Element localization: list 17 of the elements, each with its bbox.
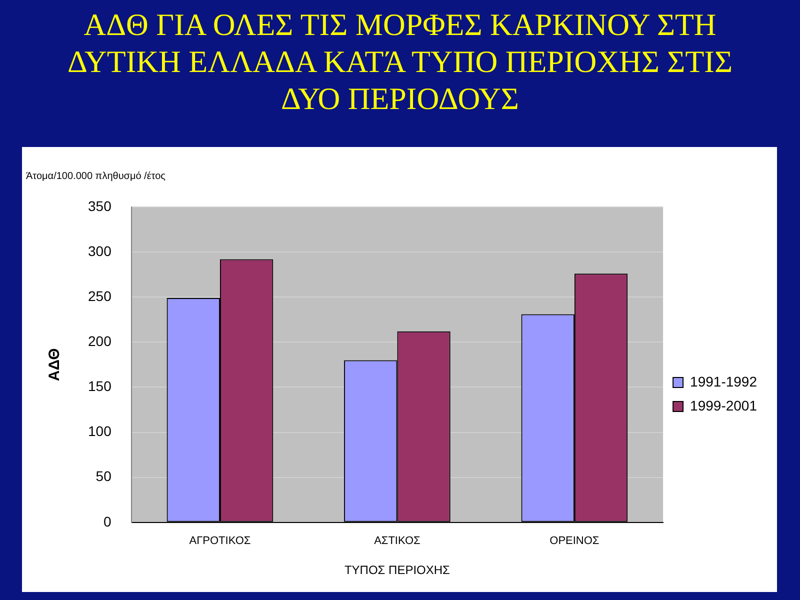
y-tick-label: 50 — [96, 468, 112, 484]
legend-label: 1991-1992 — [690, 373, 758, 390]
y-tick-label: 300 — [88, 242, 112, 259]
y-tick-label: 150 — [88, 378, 112, 394]
legend-label: 1999-2001 — [690, 397, 758, 414]
y-tick-label: 350 — [88, 198, 112, 214]
chart-title: ΑΔΘ ΓΙΑ ΟΛΕΣ ΤΙΣ ΜΟΡΦΕΣ ΚΑΡΚΙΝΟΥ ΣΤΗ ΔΥΤΙΚΗ ΕΛΛΑΔΑ ΚΑΤΆ ΤΥΠΟ ΠΕΡΙΟΧΗΣ ΣΤΙΣ ΔΥΟ ΠΕΡΙΟΔΟΥΣ — [66, 6, 734, 117]
y-tick-label: 100 — [88, 423, 112, 440]
y-tick-label: 0 — [104, 513, 112, 530]
y-tick-label: 250 — [88, 288, 112, 304]
x-tick-label: ΑΓΡΟΤΙΚΟΣ — [189, 535, 251, 548]
text: Άτομα/100.000 πληθυσμό /έτος — [26, 170, 166, 182]
y-axis-title: ΑΔΘ — [46, 348, 64, 382]
x-tick-label: ΑΣΤΙΚΟΣ — [374, 535, 421, 548]
y-tick-label: 200 — [88, 333, 112, 350]
x-axis-title: ΤΥΠΟΣ ΠΕΡΙΟΧΗΣ — [344, 563, 450, 578]
x-tick-label: ΟΡΕΙΝΟΣ — [550, 535, 600, 548]
